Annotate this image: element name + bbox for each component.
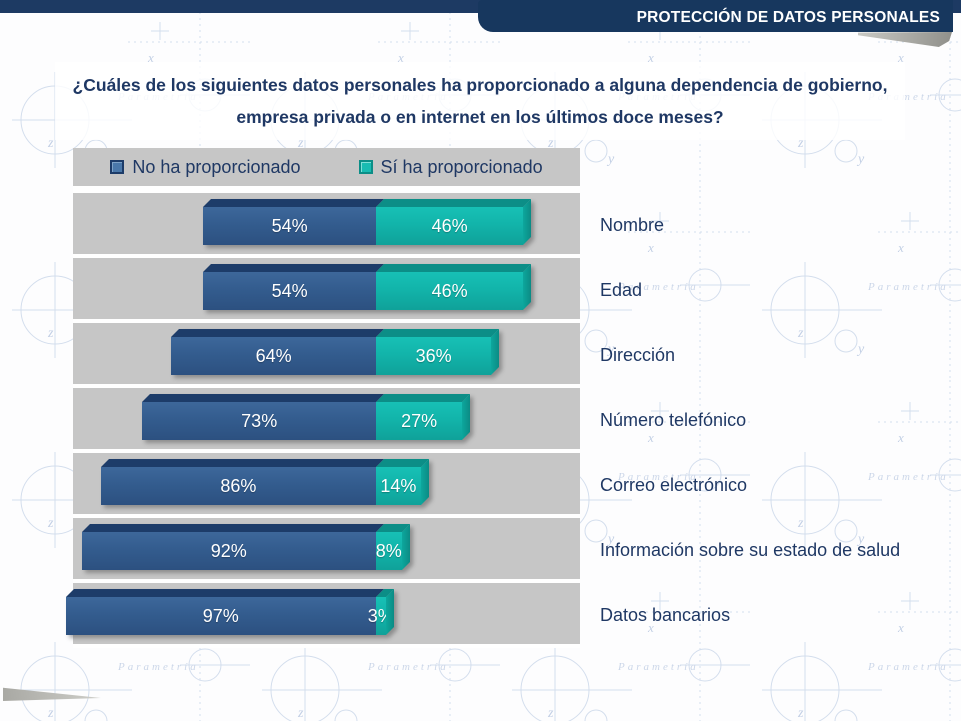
stacked-bar: 92% 8%: [81, 532, 402, 570]
question-title-panel: ¿Cuáles de los siguientes datos personal…: [55, 62, 905, 140]
chart-row: 64% 36%: [73, 323, 580, 384]
chart-plot-area: No ha proporcionado Sí ha proporcionado 5…: [65, 148, 580, 648]
stacked-bar: 73% 27%: [142, 402, 463, 440]
bar-segment-si-ha-proporcionado: 3%: [367, 597, 394, 635]
category-label: Número telefónico: [600, 410, 747, 430]
category-label: Correo electrónico: [600, 475, 748, 495]
bar-segment-si-ha-proporcionado: 46%: [375, 207, 524, 245]
bar-segment-si-ha-proporcionado: 36%: [375, 337, 492, 375]
bar-value-label: 86%: [220, 475, 257, 496]
category-labels-column: Nombre Edad Dirección Número telefónico Corr…: [600, 148, 955, 648]
legend-item: No ha proporcionado: [110, 156, 301, 178]
bar-value-label: 14%: [380, 475, 417, 496]
bar-segment-no-ha-proporcionado: 54%: [203, 207, 376, 245]
stacked-bar: 54% 46%: [203, 272, 524, 310]
stacked-bar: 86% 14%: [100, 467, 421, 505]
chart-row: 92% 8%: [73, 518, 580, 579]
bar-value-label: 54%: [271, 280, 308, 301]
bar-value-label: 36%: [415, 345, 452, 366]
legend-label: No ha proporcionado: [132, 156, 301, 177]
legend-marker-icon: [110, 160, 125, 174]
bar-value-label: 97%: [202, 605, 239, 626]
labels-spacer: [600, 148, 955, 193]
header-banner: PROTECCIÓN DE DATOS PERSONALES: [478, 0, 953, 32]
bar-segment-no-ha-proporcionado: 97%: [65, 597, 376, 635]
bar-value-label: 3%: [367, 605, 394, 626]
page-title: PROTECCIÓN DE DATOS PERSONALES: [636, 9, 940, 26]
bar-value-label: 46%: [431, 280, 468, 301]
bar-segment-no-ha-proporcionado: 86%: [100, 467, 376, 505]
chart-row: 54% 46%: [73, 258, 580, 319]
bar-value-label: 46%: [431, 215, 468, 236]
bar-value-label: 73%: [241, 410, 278, 431]
chart-row: 54% 46%: [73, 193, 580, 254]
bar-segment-no-ha-proporcionado: 73%: [142, 402, 376, 440]
bar-segment-no-ha-proporcionado: 54%: [203, 272, 376, 310]
legend-item: Sí ha proporcionado: [358, 156, 543, 178]
bar-segment-si-ha-proporcionado: 8%: [376, 532, 402, 570]
chart-legend: No ha proporcionado Sí ha proporcionado: [73, 148, 580, 186]
stacked-bar: 97% 3%: [65, 597, 394, 635]
category-label: Información sobre su estado de salud: [600, 540, 901, 560]
bar-value-label: 27%: [401, 410, 438, 431]
bar-value-label: 64%: [255, 345, 292, 366]
chart-row: 97% 3%: [65, 583, 580, 644]
bar-segment-si-ha-proporcionado: 14%: [375, 467, 421, 505]
question-title: ¿Cuáles de los siguientes datos personal…: [72, 74, 888, 127]
bar-value-label: 54%: [271, 215, 308, 236]
bar-value-label: 8%: [375, 540, 402, 561]
bar-segment-si-ha-proporcionado: 27%: [375, 402, 463, 440]
stacked-bar: 54% 46%: [203, 207, 524, 245]
bar-segment-no-ha-proporcionado: 92%: [81, 532, 376, 570]
bar-segment-no-ha-proporcionado: 64%: [171, 337, 376, 375]
category-label: Edad: [600, 280, 643, 300]
category-label: Nombre: [600, 215, 665, 235]
category-label: Dirección: [600, 345, 676, 365]
category-label: Datos bancarios: [600, 605, 731, 625]
legend-label: Sí ha proporcionado: [380, 156, 543, 177]
chart-row: 86% 14%: [73, 453, 580, 514]
chart-row: 73% 27%: [73, 388, 580, 449]
bar-segment-si-ha-proporcionado: 46%: [375, 272, 524, 310]
legend-marker-icon: [358, 160, 373, 174]
stacked-bar: 64% 36%: [171, 337, 492, 375]
bar-value-label: 92%: [210, 540, 247, 561]
